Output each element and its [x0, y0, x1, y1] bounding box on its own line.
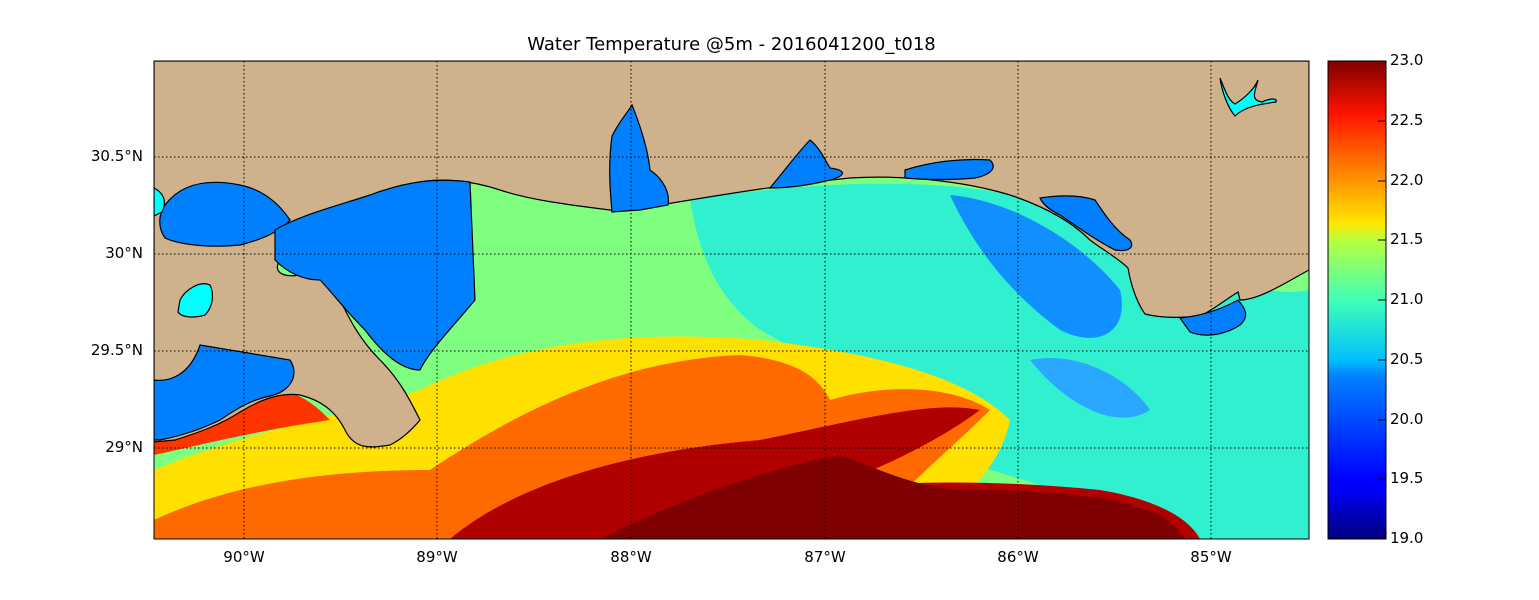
colorbar-label-22-5: 22.5 [1390, 111, 1424, 129]
apalachicola-bay [1178, 299, 1247, 336]
lon-label-87w: 87°W [804, 548, 846, 566]
st-andrew-bay [1039, 195, 1133, 252]
colorbar-label-19-5: 19.5 [1390, 469, 1424, 487]
map-area [154, 61, 1309, 539]
colorbar-label-21-0: 21.0 [1390, 290, 1424, 308]
lat-label-29-5n: 29.5°N [90, 341, 143, 359]
graticule [154, 61, 1309, 539]
colorbar-tick-marks [1378, 60, 1386, 540]
sst-cold-core-south [1030, 358, 1150, 418]
colorbar-label-20-5: 20.5 [1390, 350, 1424, 368]
sst-warm-shelf-west [154, 392, 330, 455]
colorbar-label-23-0: 23.0 [1390, 51, 1424, 69]
lake-borgne [274, 179, 476, 371]
mobile-bay [609, 103, 670, 213]
barataria-bay [154, 344, 295, 441]
colorbar-label-19-0: 19.0 [1390, 529, 1424, 547]
pensacola-bay [768, 139, 843, 189]
lake-northwest [154, 187, 166, 217]
sst-cold-core-east [950, 195, 1122, 338]
lon-label-88w: 88°W [610, 548, 652, 566]
sst-hottest-core [600, 455, 1185, 539]
lake-maurepas [177, 283, 214, 318]
lat-label-30-5n: 30.5°N [90, 147, 143, 165]
map-title: Water Temperature @5m - 2016041200_t018 [527, 34, 936, 55]
colorbar [1327, 60, 1387, 540]
choctawhatchee-bay [904, 158, 994, 181]
colorbar-label-20-0: 20.0 [1390, 410, 1424, 428]
lon-label-90w: 90°W [223, 548, 265, 566]
lake-seminole [1219, 77, 1277, 117]
lon-label-85w: 85°W [1190, 548, 1232, 566]
colorbar-label-22-0: 22.0 [1390, 171, 1424, 189]
lat-label-29n: 29°N [105, 438, 143, 456]
colorbar-label-21-5: 21.5 [1390, 230, 1424, 248]
lon-label-86w: 86°W [997, 548, 1039, 566]
lat-label-30n: 30°N [105, 244, 143, 262]
map-frame [153, 60, 1310, 540]
lon-label-89w: 89°W [416, 548, 458, 566]
